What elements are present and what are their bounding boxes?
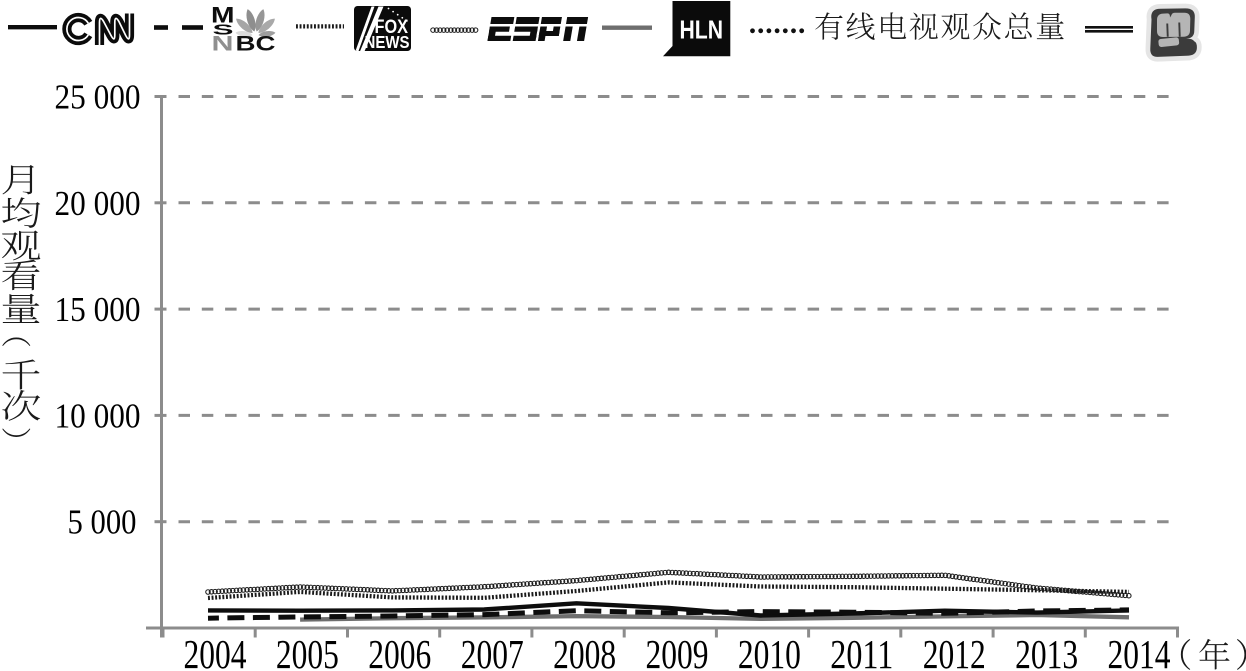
svg-text:M: M xyxy=(211,3,235,28)
svg-text:2013: 2013 xyxy=(1015,631,1078,671)
svg-text:NEWS: NEWS xyxy=(365,32,410,52)
svg-text:15 000: 15 000 xyxy=(55,290,141,329)
svg-text:2010: 2010 xyxy=(738,631,801,671)
svg-text:10 000: 10 000 xyxy=(55,396,141,435)
svg-text:20 000: 20 000 xyxy=(55,184,141,223)
svg-text:N: N xyxy=(212,32,234,55)
svg-text:2006: 2006 xyxy=(368,631,431,671)
svg-text:BC: BC xyxy=(236,32,276,55)
svg-text:2004: 2004 xyxy=(184,631,247,671)
svg-text:2005: 2005 xyxy=(276,631,339,671)
svg-text:S: S xyxy=(213,22,235,38)
svg-text:2008: 2008 xyxy=(553,631,616,671)
svg-text:FOX: FOX xyxy=(375,16,409,38)
svg-text:2014: 2014 xyxy=(1108,631,1171,671)
svg-text:25 000: 25 000 xyxy=(55,78,141,117)
svg-text:2007: 2007 xyxy=(461,631,524,671)
svg-text:2011: 2011 xyxy=(830,631,893,671)
svg-text:HLN: HLN xyxy=(680,15,724,45)
svg-text:2012: 2012 xyxy=(923,631,986,671)
svg-text:5 000: 5 000 xyxy=(68,503,137,542)
svg-text:2009: 2009 xyxy=(646,631,709,671)
